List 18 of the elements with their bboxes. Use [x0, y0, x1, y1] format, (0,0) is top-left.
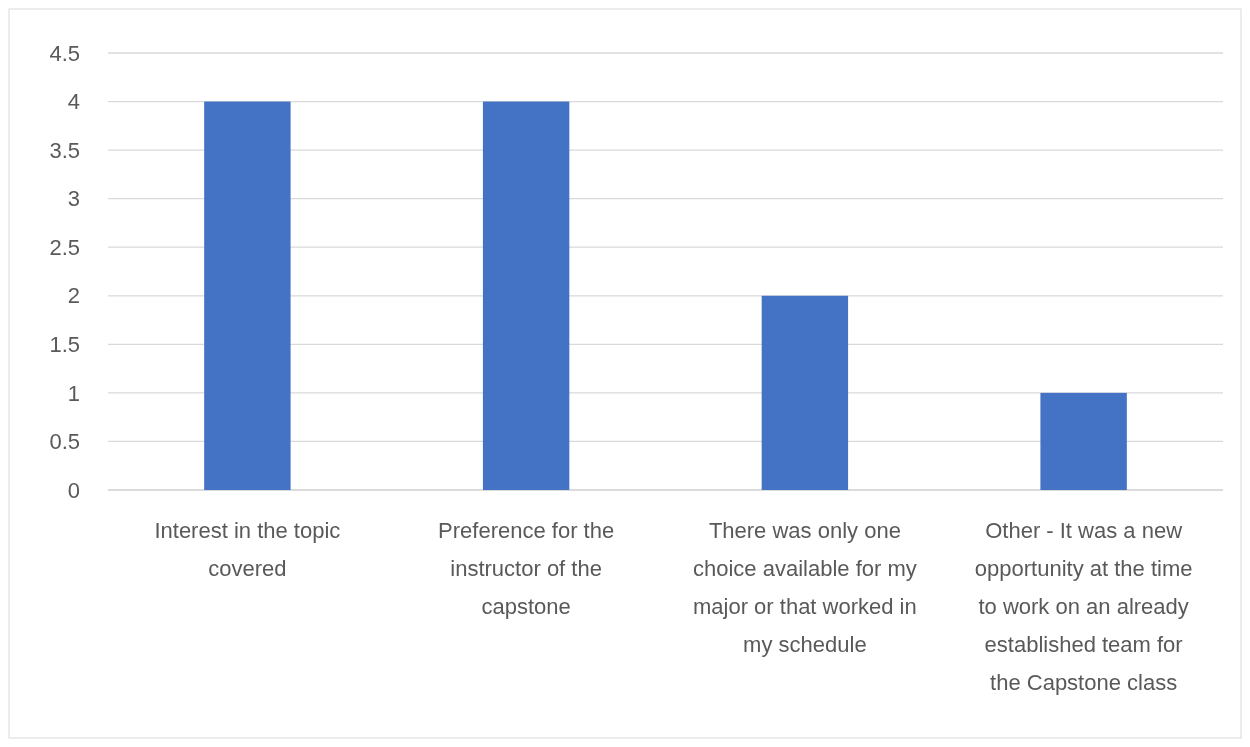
bar — [204, 101, 291, 490]
y-tick-label: 0.5 — [49, 429, 80, 455]
y-tick-label: 1 — [67, 380, 80, 406]
x-tick-label: Interest in the topic covered — [154, 518, 341, 581]
y-tick-label: 0 — [67, 477, 80, 503]
bar — [1040, 392, 1127, 490]
y-tick-label: 4 — [67, 89, 80, 115]
y-tick-label: 2 — [67, 283, 80, 309]
x-tick-label: There was only one choice available for my major or that worked in my schedule — [692, 518, 917, 657]
y-tick-label: 3.5 — [49, 137, 80, 163]
bar — [761, 295, 849, 490]
bar — [482, 101, 570, 490]
x-tick-label: Preference for the instructor of the capstone — [438, 518, 615, 619]
y-tick-label: 1.5 — [49, 332, 80, 358]
y-tick-label: 4.5 — [49, 40, 80, 66]
y-tick-label: 3 — [67, 186, 80, 212]
y-tick-label: 2.5 — [49, 234, 80, 260]
x-tick-label: Other - It was a new opportunity at the time to work on an already established team for the Capstone class — [974, 518, 1193, 695]
